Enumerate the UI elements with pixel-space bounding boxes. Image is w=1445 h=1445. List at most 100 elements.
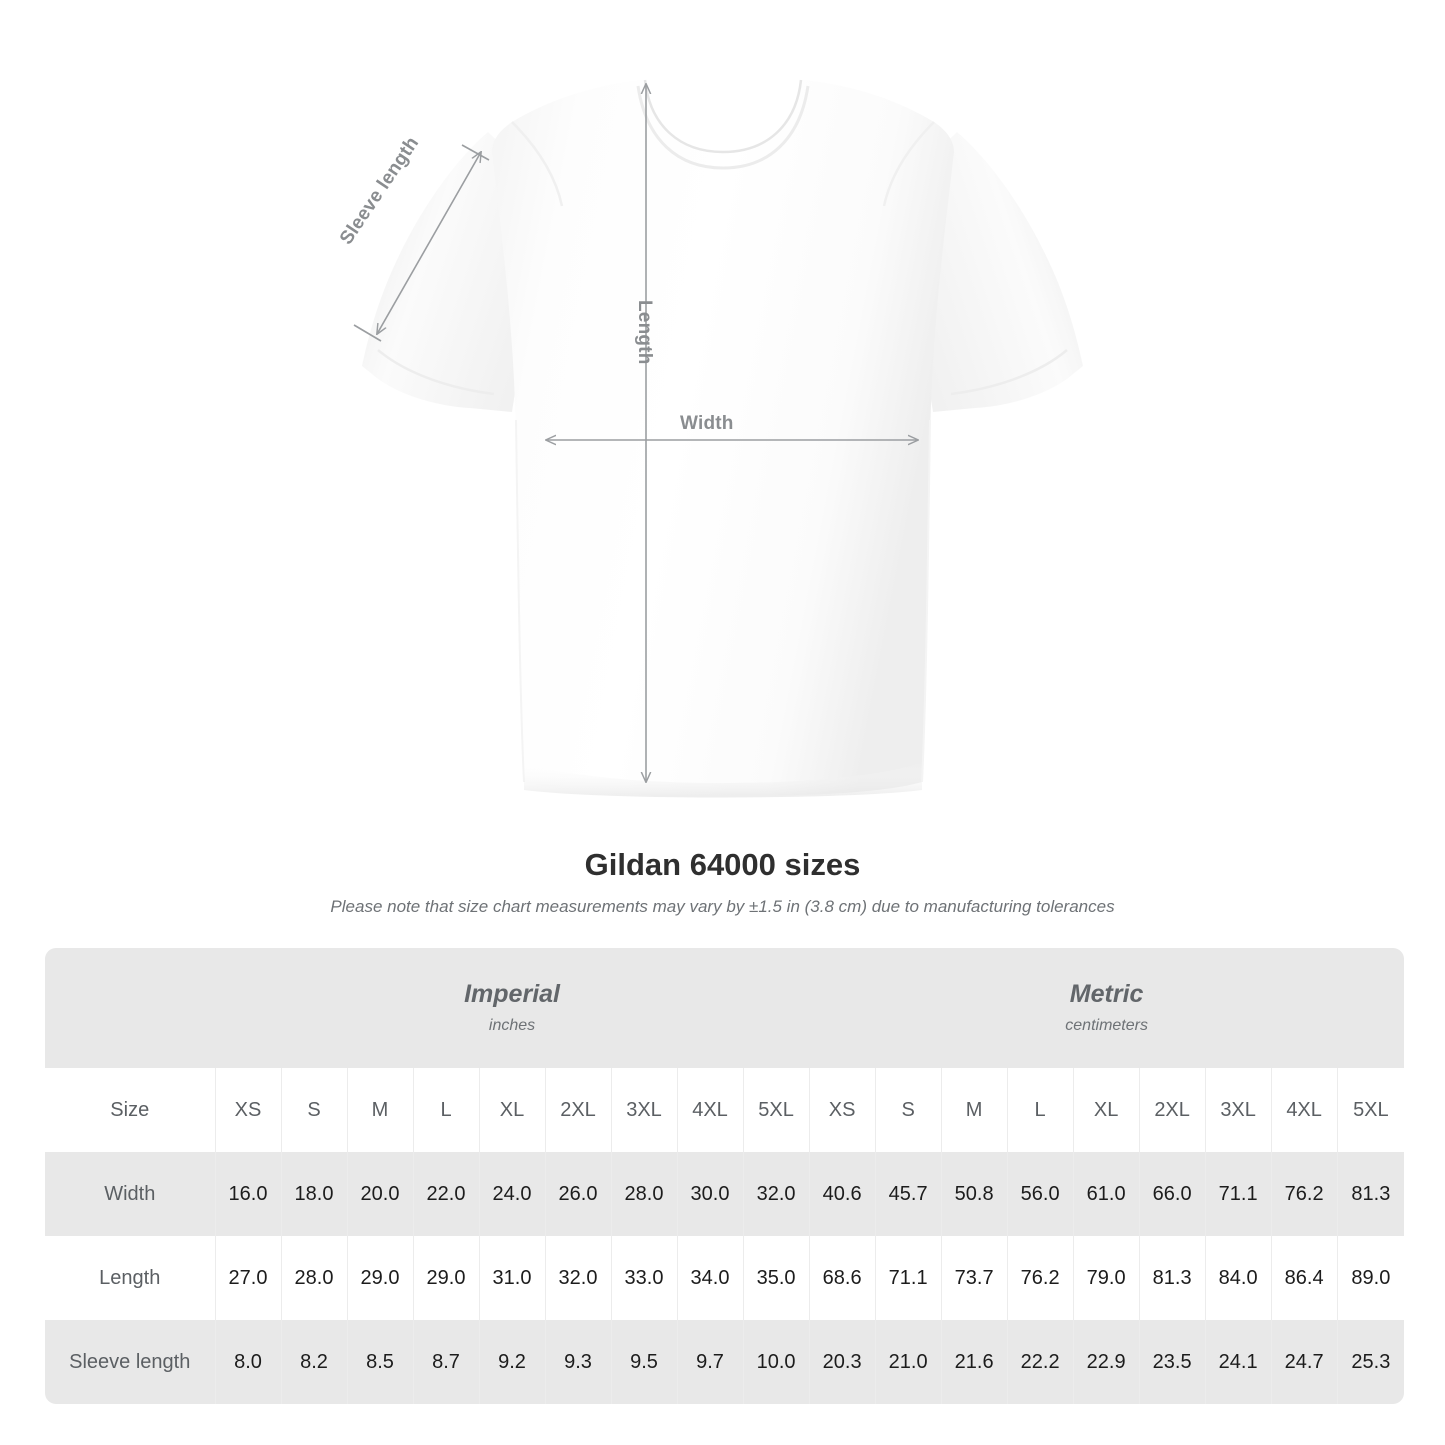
sleeve-length-arrow (377, 152, 481, 334)
cell-width-met-3xl: 71.1 (1204, 1152, 1272, 1236)
sleeve-tick-top (461, 144, 490, 161)
unit-system-metric-unit: centimeters (1065, 1017, 1148, 1034)
size-header-imp-4xl: 4XL (676, 1068, 743, 1152)
column-header-size: Size (45, 1068, 215, 1152)
size-header-imp-5xl: 5XL (742, 1068, 810, 1152)
cell-width-met-l: 56.0 (1006, 1152, 1074, 1236)
measurement-arrows (353, 84, 918, 782)
cell-width-imp-xl: 24.0 (478, 1152, 545, 1236)
cell-length-imp-xl: 31.0 (478, 1236, 545, 1320)
cell-length-met-5xl: 89.0 (1336, 1236, 1404, 1320)
cell-sleeve-met-s: 21.0 (874, 1320, 942, 1404)
cell-width-imp-xs: 16.0 (214, 1152, 281, 1236)
cell-length-imp-2xl: 32.0 (544, 1236, 611, 1320)
cell-width-imp-3xl: 28.0 (610, 1152, 677, 1236)
size-chart-table-wrapper: Imperial inches Metric centimeters Size … (45, 948, 1404, 1404)
cell-sleeve-met-4xl: 24.7 (1270, 1320, 1338, 1404)
page-title: Gildan 64000 sizes (584, 847, 861, 882)
cell-sleeve-imp-5xl: 10.0 (742, 1320, 810, 1404)
cell-length-imp-xs: 27.0 (214, 1236, 281, 1320)
cell-width-imp-2xl: 26.0 (544, 1152, 611, 1236)
cell-width-met-2xl: 66.0 (1138, 1152, 1206, 1236)
cell-length-imp-4xl: 34.0 (676, 1236, 743, 1320)
cell-width-imp-l: 22.0 (412, 1152, 479, 1236)
cell-sleeve-met-3xl: 24.1 (1204, 1320, 1272, 1404)
sleeve-tick-bottom (353, 324, 382, 342)
cell-length-imp-3xl: 33.0 (610, 1236, 677, 1320)
unit-system-imperial-unit: inches (488, 1017, 536, 1034)
garment-diagram: Sleeve length Length Width (336, 79, 1083, 798)
cell-length-met-l: 76.2 (1006, 1236, 1074, 1320)
cell-length-imp-m: 29.0 (346, 1236, 413, 1320)
size-header-met-xs: XS (808, 1068, 876, 1152)
cell-width-imp-4xl: 30.0 (676, 1152, 743, 1236)
cell-width-met-m: 50.8 (940, 1152, 1008, 1236)
size-header-met-3xl: 3XL (1204, 1068, 1272, 1152)
shirt-shape (362, 79, 1083, 798)
row-label-length: Length (45, 1236, 215, 1320)
cell-length-imp-5xl: 35.0 (742, 1236, 810, 1320)
size-chart-table: Imperial inches Metric centimeters Size … (45, 948, 1404, 1404)
unit-system-metric: Metric centimeters (809, 948, 1404, 1068)
size-header-met-l: L (1006, 1068, 1074, 1152)
length-measurement-label: Length (634, 300, 655, 365)
table-row: Length 27.0 28.0 29.0 29.0 31.0 32.0 33.… (45, 1236, 1404, 1320)
cell-sleeve-imp-xl: 9.2 (478, 1320, 545, 1404)
cell-sleeve-imp-4xl: 9.7 (676, 1320, 743, 1404)
cell-width-imp-s: 18.0 (280, 1152, 347, 1236)
size-header-imp-3xl: 3XL (610, 1068, 677, 1152)
cell-width-met-xs: 40.6 (808, 1152, 876, 1236)
cell-sleeve-met-5xl: 25.3 (1336, 1320, 1404, 1404)
cell-sleeve-imp-s: 8.2 (280, 1320, 347, 1404)
cell-sleeve-imp-xs: 8.0 (214, 1320, 281, 1404)
size-header-imp-s: S (280, 1068, 347, 1152)
size-header-met-4xl: 4XL (1270, 1068, 1338, 1152)
unit-system-metric-name: Metric (1069, 980, 1144, 1008)
tshirt-illustration (353, 79, 1083, 798)
tolerance-note: Please note that size chart measurements… (330, 897, 1115, 916)
size-header-met-s: S (874, 1068, 942, 1152)
cell-length-met-xl: 79.0 (1072, 1236, 1140, 1320)
cell-width-met-4xl: 76.2 (1270, 1152, 1338, 1236)
unit-system-imperial-name: Imperial (464, 980, 560, 1008)
cell-sleeve-met-xs: 20.3 (808, 1320, 876, 1404)
cell-sleeve-imp-3xl: 9.5 (610, 1320, 677, 1404)
cell-length-met-xs: 68.6 (808, 1236, 876, 1320)
cell-sleeve-met-2xl: 23.5 (1138, 1320, 1206, 1404)
cell-length-met-m: 73.7 (940, 1236, 1008, 1320)
cell-width-met-s: 45.7 (874, 1152, 942, 1236)
row-label-sleeve-length: Sleeve length (45, 1320, 215, 1404)
cell-sleeve-met-xl: 22.9 (1072, 1320, 1140, 1404)
cell-width-met-xl: 61.0 (1072, 1152, 1140, 1236)
table-row: Width 16.0 18.0 20.0 22.0 24.0 26.0 28.0… (45, 1152, 1404, 1236)
cell-length-met-3xl: 84.0 (1204, 1236, 1272, 1320)
size-header-imp-2xl: 2XL (544, 1068, 611, 1152)
table-row: Sleeve length 8.0 8.2 8.5 8.7 9.2 9.3 9.… (45, 1320, 1404, 1404)
size-header-imp-xs: XS (214, 1068, 281, 1152)
cell-length-met-2xl: 81.3 (1138, 1236, 1206, 1320)
table-header-row: Size XS S M L XL 2XL 3XL 4XL 5XL XS S M … (45, 1068, 1404, 1152)
cell-width-met-5xl: 81.3 (1336, 1152, 1404, 1236)
width-measurement-label: Width (680, 413, 734, 434)
size-header-met-m: M (940, 1068, 1008, 1152)
cell-length-met-4xl: 86.4 (1270, 1236, 1338, 1320)
cell-sleeve-imp-2xl: 9.3 (544, 1320, 611, 1404)
cell-width-imp-m: 20.0 (346, 1152, 413, 1236)
cell-length-imp-s: 28.0 (280, 1236, 347, 1320)
cell-sleeve-met-m: 21.6 (940, 1320, 1008, 1404)
cell-sleeve-imp-m: 8.5 (346, 1320, 413, 1404)
size-header-imp-l: L (412, 1068, 479, 1152)
size-header-met-5xl: 5XL (1336, 1068, 1404, 1152)
cell-width-imp-5xl: 32.0 (742, 1152, 810, 1236)
unit-row-spacer (45, 948, 215, 1068)
chart-title-block: Gildan 64000 sizes Please note that size… (0, 845, 1445, 918)
cell-length-imp-l: 29.0 (412, 1236, 479, 1320)
cell-sleeve-imp-l: 8.7 (412, 1320, 479, 1404)
unit-system-imperial: Imperial inches (215, 948, 810, 1068)
row-label-width: Width (45, 1152, 215, 1236)
cell-length-met-s: 71.1 (874, 1236, 942, 1320)
unit-system-row: Imperial inches Metric centimeters (45, 948, 1404, 1068)
cell-sleeve-met-l: 22.2 (1006, 1320, 1074, 1404)
size-header-imp-m: M (346, 1068, 413, 1152)
